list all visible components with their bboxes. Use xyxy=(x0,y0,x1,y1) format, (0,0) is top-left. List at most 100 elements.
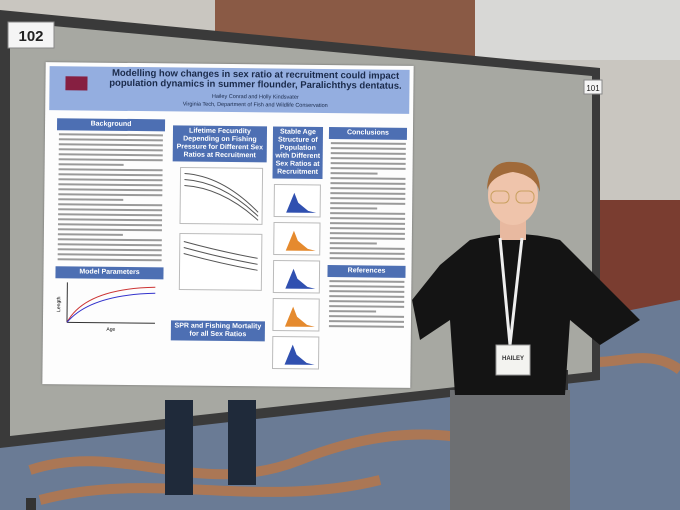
column: Background Model Parameters Length Age xyxy=(55,118,166,339)
text-line xyxy=(58,133,163,137)
section-heading: References xyxy=(327,265,406,278)
text-line xyxy=(329,257,405,260)
text-line xyxy=(329,237,405,240)
glasses xyxy=(515,190,535,204)
text-line xyxy=(57,248,162,252)
glasses xyxy=(490,190,510,204)
text-line xyxy=(329,280,405,283)
badge xyxy=(495,344,531,376)
column: Stable Age Structure of Population with … xyxy=(270,126,324,384)
text-line xyxy=(58,198,124,201)
text-line xyxy=(329,252,405,255)
section-heading: Conclusions xyxy=(328,127,408,140)
growth-chart: Length Age xyxy=(56,282,156,333)
curve xyxy=(66,286,156,323)
shirt xyxy=(412,234,640,395)
section-heading: Lifetime Fecundity Depending on Fishing … xyxy=(172,125,268,163)
chart-frame xyxy=(179,167,264,226)
wall-panel xyxy=(475,0,680,60)
section-heading: SPR and Fishing Mortality for all Sex Ra… xyxy=(170,320,265,342)
body-text xyxy=(327,280,405,328)
text-line xyxy=(57,253,162,257)
text-line xyxy=(330,177,406,180)
section-heading: Background xyxy=(56,118,166,132)
text-line xyxy=(330,192,406,195)
pants xyxy=(450,390,570,510)
column: Lifetime Fecundity Depending on Fishing … xyxy=(170,125,268,342)
text-line xyxy=(58,188,163,192)
text-line xyxy=(330,217,405,220)
chart-frame xyxy=(178,233,263,292)
text-line xyxy=(330,142,406,145)
text-line xyxy=(329,227,405,230)
text-line xyxy=(57,233,123,236)
column: Conclusions References xyxy=(327,127,408,331)
body-text xyxy=(56,133,165,262)
age-charts xyxy=(271,184,321,370)
histogram xyxy=(284,306,315,328)
histogram xyxy=(285,230,316,252)
text-line xyxy=(58,218,162,222)
axis-label: Length xyxy=(56,296,62,312)
curves xyxy=(184,173,259,221)
text-line xyxy=(328,325,404,328)
board-number: 101 xyxy=(586,84,600,93)
text-line xyxy=(58,193,162,197)
text-line xyxy=(330,187,406,190)
text-line xyxy=(58,183,163,187)
hidden-person-leg xyxy=(228,400,256,485)
text-line xyxy=(58,203,162,207)
hidden-person-leg xyxy=(165,400,193,495)
logo xyxy=(65,76,88,91)
text-line xyxy=(329,305,405,308)
text-line xyxy=(58,163,124,166)
text-line xyxy=(58,173,163,177)
text-line xyxy=(329,285,405,288)
text-line xyxy=(57,238,162,242)
poster: Modelling how changes in sex ratio at re… xyxy=(42,62,414,388)
axis-label: Age xyxy=(106,327,115,333)
text-line xyxy=(58,138,163,142)
text-line xyxy=(330,202,406,205)
text-line xyxy=(57,223,162,227)
text-line xyxy=(329,315,404,318)
text-line xyxy=(329,310,376,313)
board-number-card xyxy=(583,79,603,95)
badge-name: HAILEY xyxy=(502,356,524,362)
curve xyxy=(66,292,156,323)
text-line xyxy=(330,207,377,210)
text-line xyxy=(330,162,406,165)
body-text xyxy=(328,142,407,260)
text-line xyxy=(328,320,404,323)
board-number: 102 xyxy=(18,28,43,45)
histogram xyxy=(285,268,316,290)
text-line xyxy=(58,158,163,162)
fecundity-charts xyxy=(178,167,264,292)
text-line xyxy=(58,153,163,157)
text-line xyxy=(330,167,406,170)
poster-title: Modelling how changes in sex ratio at re… xyxy=(109,67,402,92)
text-line xyxy=(58,208,162,212)
text-line xyxy=(58,168,163,172)
text-line xyxy=(330,152,406,155)
text-line xyxy=(330,147,406,150)
text-line xyxy=(329,247,405,250)
text-line xyxy=(330,197,406,200)
section-heading: Stable Age Structure of Population with … xyxy=(272,126,324,180)
text-line xyxy=(329,232,405,235)
text-line xyxy=(329,242,377,245)
text-line xyxy=(57,243,162,247)
text-line xyxy=(329,290,405,293)
board-leg xyxy=(26,498,36,510)
text-line xyxy=(329,300,405,303)
text-line xyxy=(58,213,162,217)
histogram xyxy=(284,344,315,366)
text-line xyxy=(58,178,163,182)
text-line xyxy=(58,143,163,147)
text-line xyxy=(330,157,406,160)
face xyxy=(488,165,538,225)
text-line xyxy=(330,222,405,225)
text-line xyxy=(58,148,163,152)
section-heading: Model Parameters xyxy=(55,266,164,280)
